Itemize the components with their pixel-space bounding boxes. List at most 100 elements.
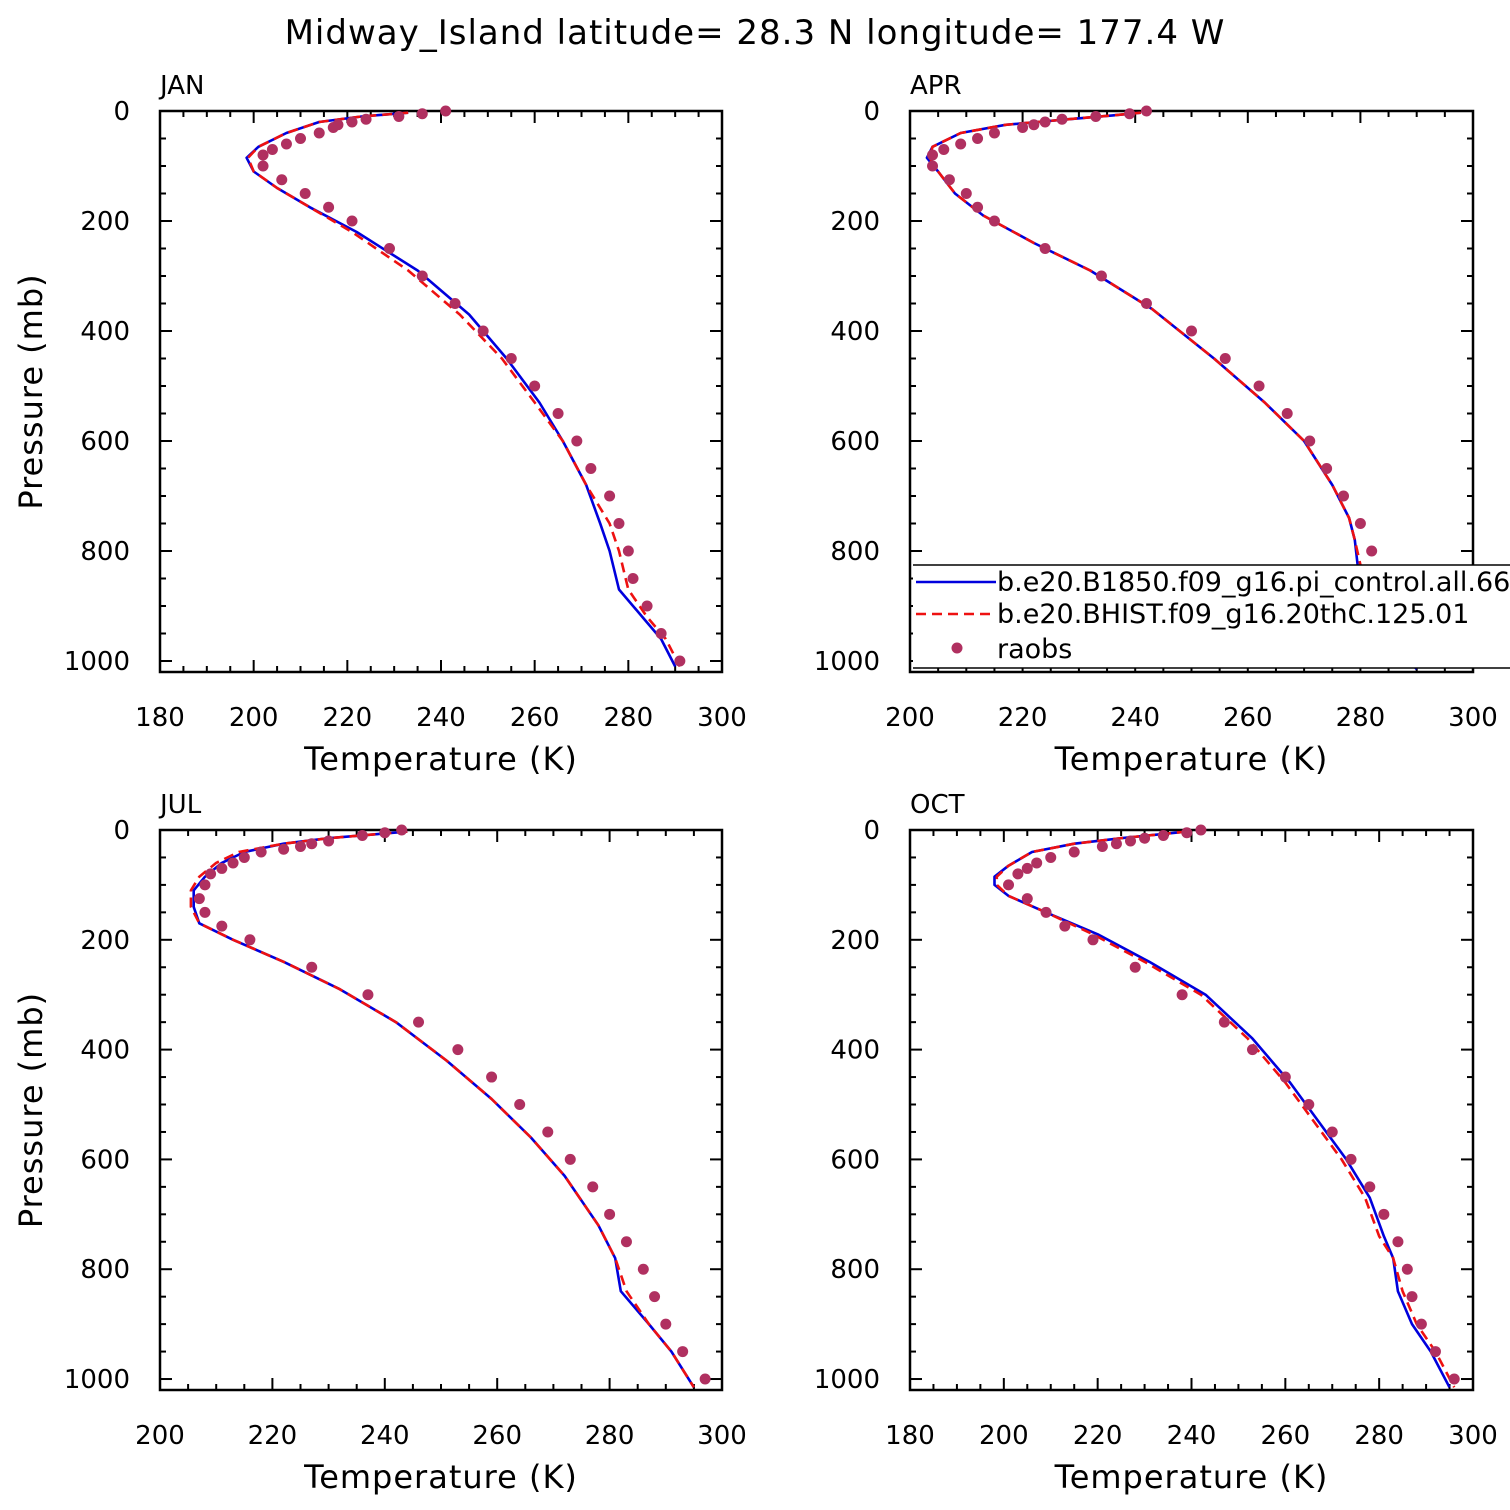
raobs-point — [1378, 1208, 1390, 1220]
raobs-point — [1326, 1126, 1338, 1138]
raobs-point — [514, 1099, 526, 1111]
raobs-point — [238, 851, 250, 863]
raobs-series — [1003, 824, 1460, 1385]
raobs-point — [257, 160, 269, 172]
raobs-point — [677, 1346, 689, 1358]
raobs-point — [449, 298, 461, 309]
x-tick-label: 220 — [323, 703, 373, 733]
raobs-point — [299, 188, 311, 199]
y-tick-label: 800 — [80, 537, 130, 567]
y-tick-label: 800 — [80, 1255, 130, 1285]
x-tick-label: 300 — [697, 1421, 747, 1451]
raobs-point — [1059, 920, 1071, 932]
raobs-point — [255, 846, 267, 858]
y-tick-label: 600 — [830, 1145, 880, 1175]
raobs-point — [1448, 1373, 1460, 1385]
raobs-point — [313, 127, 325, 139]
raobs-point — [216, 862, 228, 874]
y-tick-label: 400 — [830, 317, 880, 347]
raobs-point — [988, 127, 1000, 139]
raobs-point — [529, 380, 541, 392]
x-tick-label: 280 — [604, 703, 654, 733]
y-tick-label: 0 — [863, 816, 880, 846]
raobs-point — [306, 961, 318, 973]
raobs-point — [972, 133, 984, 144]
raobs-point — [1246, 1044, 1258, 1056]
raobs-point — [927, 160, 939, 172]
x-tick-label: 180 — [885, 1421, 935, 1451]
legend: b.e20.B1850.f09_g16.pi_control.all.66b.e… — [913, 564, 1510, 669]
x-axis-label: Temperature (K) — [1054, 740, 1329, 778]
panel-label: JUL — [158, 790, 202, 820]
raobs-point — [649, 1291, 661, 1303]
raobs-point — [1056, 113, 1068, 125]
raobs-point — [1039, 116, 1051, 128]
panel-oct: OCT 180 200 220 240 260 280 300 0 200 400 600 800 100… — [814, 790, 1498, 1496]
x-tick-label: 220 — [1073, 1421, 1123, 1451]
panel-label: OCT — [910, 790, 965, 820]
raobs-point — [1392, 1236, 1404, 1248]
raobs-point — [955, 138, 967, 150]
raobs-point — [1345, 1153, 1357, 1165]
raobs-point — [613, 518, 625, 529]
raobs-point — [216, 920, 228, 932]
raobs-point — [280, 138, 292, 150]
panel-label: APR — [910, 71, 962, 101]
x-axis-label: Temperature (K) — [303, 740, 578, 778]
x-axis-label: Temperature (K) — [1054, 1458, 1329, 1496]
raobs-point — [1028, 119, 1040, 131]
raobs-point — [413, 1016, 425, 1028]
raobs-point — [1087, 934, 1099, 946]
raobs-point — [477, 325, 489, 337]
raobs-point — [1110, 838, 1122, 850]
raobs-point — [988, 215, 1000, 227]
raobs-point — [1406, 1291, 1418, 1303]
raobs-point — [360, 113, 372, 125]
y-tick-label: 1000 — [814, 647, 880, 677]
raobs-point — [604, 490, 616, 502]
legend-label: b.e20.B1850.f09_g16.pi_control.all.66 — [997, 567, 1510, 598]
raobs-point — [1186, 325, 1197, 337]
raobs-point — [552, 408, 564, 419]
x-axis-label: Temperature (K) — [303, 1458, 578, 1496]
raobs-point — [1304, 435, 1316, 447]
raobs-point — [1003, 879, 1015, 891]
x-tick-label: 200 — [885, 703, 935, 733]
raobs-point — [199, 906, 211, 918]
raobs-point — [1195, 824, 1207, 836]
y-tick-label: 200 — [830, 926, 880, 956]
legend-label: raobs — [997, 634, 1072, 665]
y-tick-label: 800 — [830, 1255, 880, 1285]
raobs-point — [660, 1318, 672, 1330]
raobs-point — [1181, 827, 1193, 839]
raobs-point — [1354, 518, 1366, 529]
raobs-point — [346, 215, 358, 227]
control-line — [245, 111, 677, 668]
plot-frame — [908, 828, 1475, 1392]
raobs-point — [416, 108, 428, 120]
raobs-point — [674, 655, 686, 667]
y-tick-label: 0 — [113, 816, 130, 846]
raobs-point — [199, 879, 211, 891]
raobs-point — [244, 934, 256, 946]
y-tick-label: 400 — [80, 1036, 130, 1066]
y-tick-label: 0 — [863, 97, 880, 127]
raobs-point — [637, 1263, 649, 1275]
raobs-point — [1124, 108, 1136, 120]
raobs-point — [1218, 1016, 1230, 1028]
x-tick-label: 280 — [1336, 703, 1386, 733]
raobs-point — [1140, 298, 1152, 309]
raobs-point — [1279, 1071, 1291, 1083]
raobs-point — [1140, 105, 1152, 117]
panels: JAN 180 200 220 240 260 280 300 0 200 400 600 800 100… — [12, 71, 1498, 1496]
panel-label: JAN — [158, 71, 204, 101]
x-tick-label: 260 — [472, 1421, 522, 1451]
figure-title: Midway_Island latitude= 28.3 N longitude… — [285, 13, 1226, 53]
raobs-point — [379, 827, 391, 839]
raobs-point — [571, 435, 583, 447]
raobs-point — [1095, 270, 1107, 282]
raobs-point — [1068, 846, 1080, 858]
raobs-point — [486, 1071, 498, 1083]
hist-line — [995, 830, 1456, 1388]
